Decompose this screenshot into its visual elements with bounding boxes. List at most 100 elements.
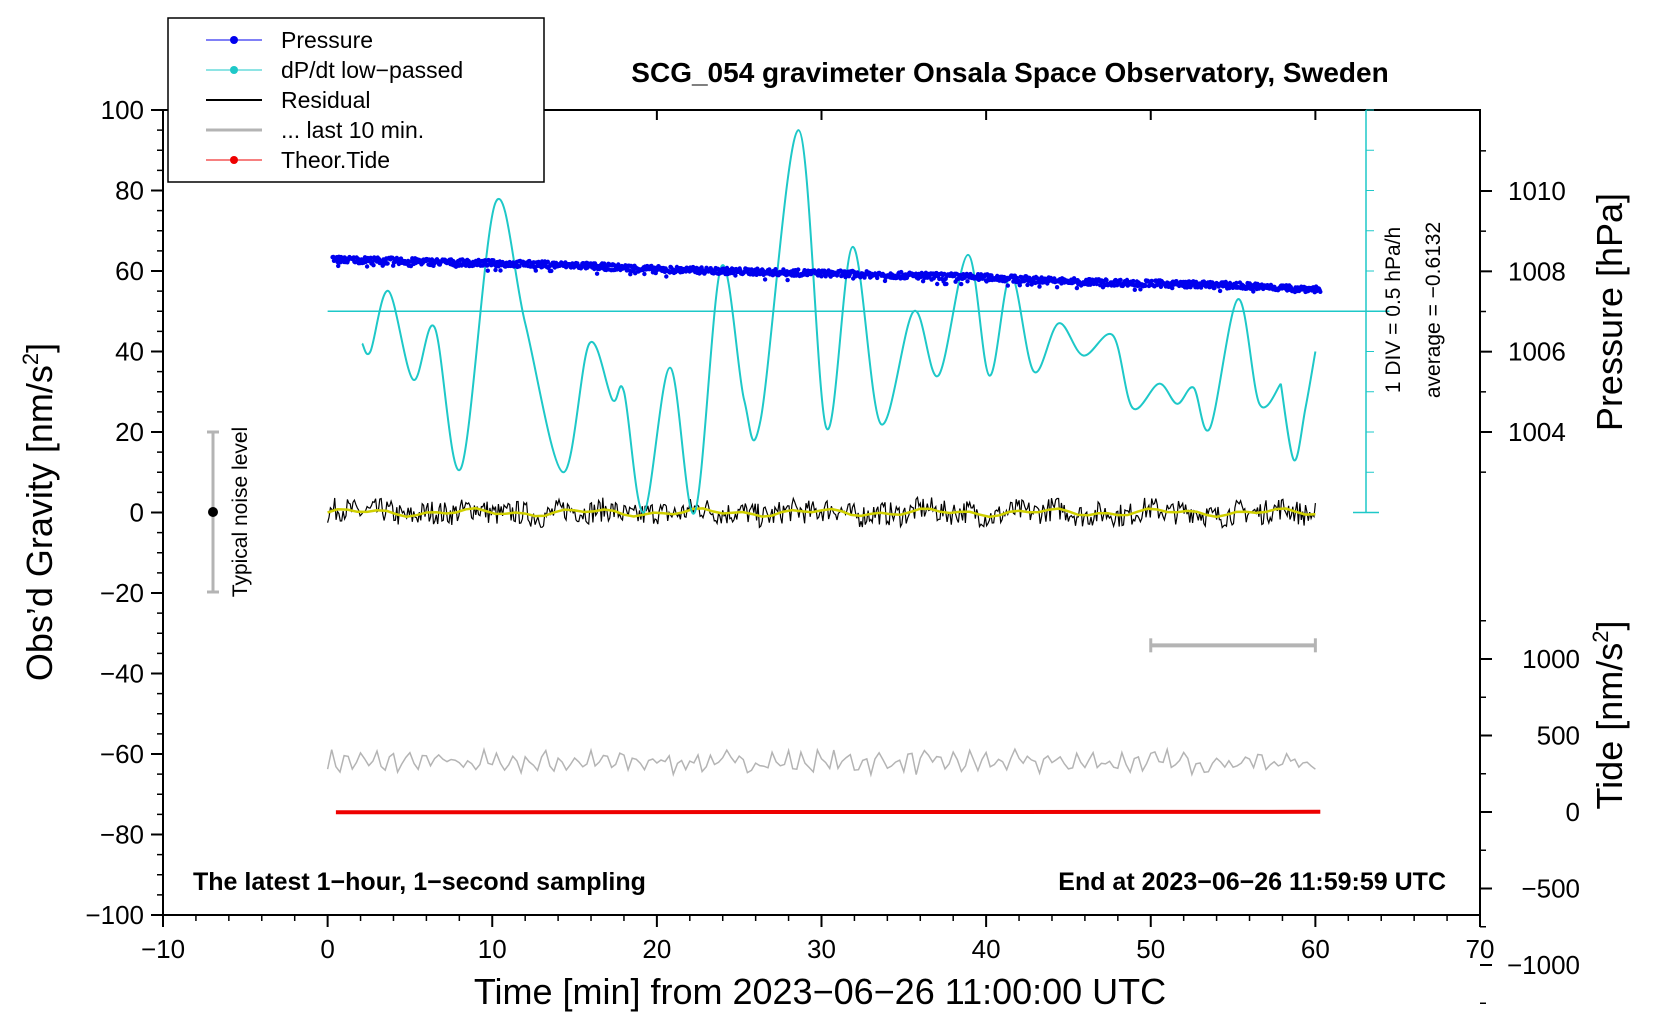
pressure-tick-label: 1010 bbox=[1508, 176, 1566, 206]
pressure-point bbox=[1132, 287, 1138, 292]
legend-label-dpdt: dP/dt low−passed bbox=[281, 57, 463, 83]
pressure-point bbox=[394, 255, 399, 261]
annotation-end-time: End at 2023−06−26 11:59:59 UTC bbox=[1058, 868, 1446, 896]
pressure-point bbox=[819, 274, 824, 279]
pressure-axis-ticks: 1004 1006 1008 1010 bbox=[1480, 150, 1566, 473]
legend-marker-tide bbox=[230, 156, 238, 164]
pressure-point bbox=[336, 263, 341, 269]
y-axis-title-end: ] bbox=[19, 343, 60, 353]
dpdt-average-label: average = −0.6132 bbox=[1422, 222, 1445, 398]
pressure-point bbox=[1094, 281, 1099, 287]
pressure-point bbox=[1158, 284, 1164, 289]
pressure-point bbox=[493, 267, 498, 273]
x-tick-label: 50 bbox=[1136, 934, 1165, 964]
noise-level-indicator: Typical noise level bbox=[207, 427, 252, 597]
pressure-tick-label: 1004 bbox=[1508, 417, 1566, 447]
pressure-series bbox=[330, 254, 1323, 295]
pressure-point bbox=[498, 268, 503, 273]
residual-offset-line bbox=[326, 746, 1316, 778]
legend-label-pressure: Pressure bbox=[281, 27, 373, 53]
pressure-point bbox=[520, 259, 526, 264]
pressure-point bbox=[1025, 282, 1030, 288]
annotation-latest-hour: The latest 1−hour, 1−second sampling bbox=[193, 868, 646, 896]
pressure-point bbox=[602, 261, 607, 266]
pressure-point bbox=[944, 281, 949, 287]
legend-label-last10: ... last 10 min. bbox=[281, 117, 424, 143]
y-tick-label: 0 bbox=[130, 498, 144, 528]
y-axis-ticks: −100 −80 −60 −40 −20 0 20 40 60 80 100 bbox=[85, 95, 163, 930]
dpdt-line bbox=[361, 129, 1282, 515]
pressure-point bbox=[1131, 278, 1136, 284]
pressure-point bbox=[935, 281, 940, 287]
tide-tick-label: −1000 bbox=[1507, 950, 1580, 980]
legend-entry-residual: Residual bbox=[206, 87, 371, 113]
pressure-point bbox=[959, 281, 964, 287]
y-tick-label: −20 bbox=[100, 578, 144, 608]
pressure-point bbox=[1217, 288, 1223, 294]
x-tick-label: 10 bbox=[478, 934, 507, 964]
tide-tick-label: 500 bbox=[1537, 721, 1580, 751]
x-tick-label: 20 bbox=[642, 934, 671, 964]
pressure-point bbox=[875, 275, 880, 281]
dpdt-line-tail bbox=[1279, 351, 1317, 462]
series-layer bbox=[326, 129, 1390, 815]
pressure-point bbox=[1212, 285, 1217, 291]
x-tick-label: 60 bbox=[1301, 934, 1330, 964]
x-tick-label: 0 bbox=[320, 934, 334, 964]
legend-label-residual: Residual bbox=[281, 87, 371, 113]
pressure-point bbox=[642, 271, 647, 277]
x-tick-label: 30 bbox=[807, 934, 836, 964]
pressure-point bbox=[1054, 285, 1060, 290]
pressure-point bbox=[1118, 277, 1123, 283]
legend-marker-dpdt bbox=[230, 66, 238, 74]
pressure-point bbox=[364, 264, 370, 269]
legend-label-tide: Theor.Tide bbox=[281, 147, 390, 173]
pressure-point bbox=[965, 279, 970, 284]
pressure-point bbox=[1138, 287, 1143, 292]
y-axis-title-main: Obs’d Gravity [nm/s bbox=[19, 365, 60, 681]
tide-tick-label: 0 bbox=[1566, 797, 1580, 827]
pressure-point bbox=[1005, 283, 1010, 288]
tide-axis-title-main: Tide [nm/s bbox=[1589, 643, 1630, 810]
tide-axis-title: Tide [nm/s2] bbox=[1588, 621, 1630, 810]
chart-title: SCG_054 gravimeter Onsala Space Observat… bbox=[631, 57, 1388, 88]
tide-tick-label: −500 bbox=[1521, 874, 1580, 904]
pressure-point bbox=[1251, 289, 1256, 294]
pressure-point bbox=[371, 263, 376, 268]
legend-entry-last10: ... last 10 min. bbox=[206, 117, 424, 143]
pressure-tick-label: 1006 bbox=[1508, 337, 1566, 367]
x-tick-label: 40 bbox=[972, 934, 1001, 964]
pressure-point bbox=[1143, 283, 1148, 288]
pressure-point bbox=[485, 268, 490, 273]
pressure-point bbox=[385, 261, 390, 266]
x-axis-title: Time [min] from 2023−06−26 11:00:00 UTC bbox=[474, 971, 1166, 1012]
pressure-point bbox=[594, 271, 600, 276]
y-tick-label: 20 bbox=[115, 417, 144, 447]
pressure-point bbox=[664, 274, 669, 279]
y-tick-label: 80 bbox=[115, 176, 144, 206]
pressure-axis-title: Pressure [hPa] bbox=[1589, 193, 1630, 431]
pressure-point bbox=[1104, 277, 1109, 283]
y-tick-label: 40 bbox=[115, 337, 144, 367]
y-tick-label: −40 bbox=[100, 659, 144, 689]
tide-axis-title-sup: 2 bbox=[1588, 631, 1613, 643]
legend-marker-pressure bbox=[230, 36, 238, 44]
y-tick-label: 100 bbox=[101, 95, 144, 125]
pressure-point bbox=[1041, 280, 1046, 285]
y-axis-title: Obs’d Gravity [nm/s2] bbox=[18, 343, 60, 681]
tide-axis-title-end: ] bbox=[1589, 621, 1630, 631]
residual-smooth-line bbox=[327, 506, 1316, 519]
dpdt-div-label: 1 DIV = 0.5 hPa/h bbox=[1382, 227, 1405, 393]
x-tick-label: −10 bbox=[141, 934, 185, 964]
pressure-point bbox=[899, 269, 904, 275]
pressure-point bbox=[545, 259, 550, 264]
x-tick-label: 70 bbox=[1466, 934, 1495, 964]
pressure-point bbox=[1014, 275, 1020, 281]
legend: Pressure dP/dt low−passed Residual ... l… bbox=[167, 17, 545, 183]
pressure-point bbox=[549, 268, 554, 274]
pressure-tick-label: 1008 bbox=[1508, 256, 1566, 286]
pressure-point bbox=[785, 277, 790, 283]
pressure-point bbox=[733, 273, 738, 278]
